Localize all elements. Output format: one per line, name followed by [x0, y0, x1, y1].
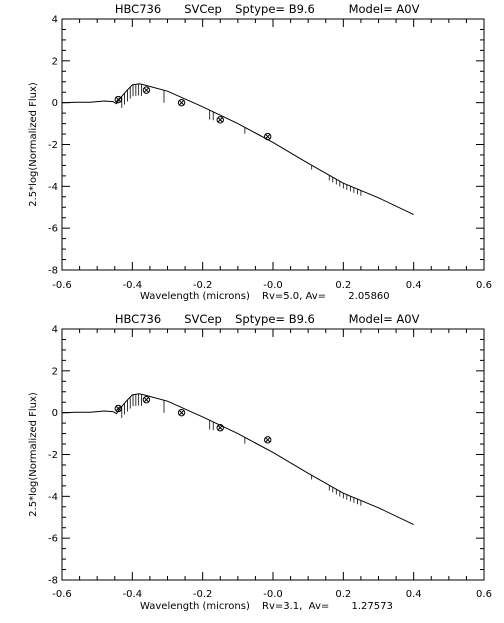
- x-axis-label: Wavelength (microns): [140, 601, 250, 612]
- title-part: SVCep: [184, 312, 222, 326]
- observed-point-cross: [265, 133, 271, 140]
- title-part: SVCep: [184, 2, 222, 16]
- y-tick-label: -6: [48, 534, 58, 545]
- title-part: Sptype= B9.6: [235, 2, 315, 16]
- title-part: Model= A0V: [349, 2, 420, 16]
- observed-point-cross: [217, 425, 223, 431]
- x-tick-label: 0.4: [406, 280, 422, 291]
- title-part: Model= A0V: [349, 312, 420, 326]
- observed-point: [216, 424, 224, 432]
- x-axis-label: Wavelength (microns): [140, 291, 250, 302]
- x-tick-label: 0.4: [406, 589, 422, 600]
- y-tick-label: 2: [52, 366, 58, 377]
- x-tick-label: -0.0: [263, 280, 283, 291]
- chart-panel-bottom: HBC736 SVCep Sptype= B9.6 Model= A0V -0.6 -0.…: [28, 312, 492, 612]
- y-tick-label: -6: [48, 224, 58, 235]
- observed-point-circle: [114, 404, 122, 413]
- observed-point-cross: [217, 117, 223, 123]
- observed-point-circle: [142, 395, 151, 404]
- y-axis-label: 2.5*log(Normalized Flux): [28, 392, 39, 517]
- observed-point: [177, 408, 186, 417]
- extinction-info: Rv=5.0, Av= 2.05860: [262, 291, 390, 302]
- y-tick-label: 0: [52, 98, 58, 109]
- y-tick-label: -2: [48, 450, 58, 461]
- extinction-info: Rv=3.1, Av= 1.27573: [262, 601, 393, 612]
- observed-point: [264, 436, 272, 444]
- observed-point-circle: [177, 98, 186, 107]
- x-tick-label: 0.6: [476, 589, 492, 600]
- observed-point-cross: [265, 437, 271, 443]
- observed-point-circle: [142, 86, 151, 94]
- observed-point: [142, 395, 151, 404]
- x-tick-label: -0.2: [193, 280, 213, 291]
- observed-point: [216, 116, 224, 124]
- x-tick-label: -0.6: [52, 280, 72, 291]
- model-spectrum: [61, 393, 414, 526]
- observed-point: [114, 404, 122, 413]
- observed-point: [142, 86, 151, 94]
- observed-point-circle: [177, 408, 186, 417]
- model-spectrum: [61, 83, 414, 216]
- observed-point-circle: [114, 95, 122, 104]
- title-part: HBC736: [115, 312, 161, 326]
- observed-point-circle: [216, 116, 224, 124]
- observed-point: [264, 132, 272, 141]
- title-part: HBC736: [115, 2, 161, 16]
- observed-point-circle: [216, 424, 224, 432]
- observed-point-cross: [143, 397, 150, 403]
- y-tick-label: -4: [48, 182, 58, 193]
- x-tick-label: 0.6: [476, 280, 492, 291]
- observed-point-circle: [264, 132, 272, 141]
- y-tick-label: 2: [52, 56, 58, 67]
- observed-point-cross: [178, 100, 185, 106]
- x-tick-label: -0.0: [263, 589, 283, 600]
- chart-panel-top: HBC736 SVCep Sptype= B9.6 Model= A0V -0.6 -0.…: [28, 2, 492, 302]
- observed-point-cross: [115, 405, 121, 412]
- plot-frame: [61, 328, 485, 581]
- y-tick-label: -8: [48, 576, 58, 587]
- observed-point-cross: [178, 410, 185, 416]
- observed-point: [114, 95, 122, 104]
- y-tick-label: 4: [52, 15, 58, 26]
- y-axis-label: 2.5*log(Normalized Flux): [28, 82, 39, 207]
- y-tick-label: 4: [52, 325, 58, 336]
- observed-point-circle: [264, 436, 272, 444]
- x-tick-label: -0.6: [52, 589, 72, 600]
- y-tick-label: -8: [48, 266, 58, 277]
- x-tick-label: 0.2: [335, 589, 351, 600]
- plot-frame: [61, 18, 485, 271]
- observed-point-cross: [143, 87, 150, 93]
- title-part: Sptype= B9.6: [235, 312, 315, 326]
- x-tick-label: -0.2: [193, 589, 213, 600]
- y-tick-label: -2: [48, 140, 58, 151]
- y-tick-label: 0: [52, 408, 58, 419]
- x-tick-label: -0.4: [123, 589, 143, 600]
- x-tick-label: -0.4: [123, 280, 143, 291]
- observed-point: [177, 98, 186, 107]
- y-tick-label: -4: [48, 492, 58, 503]
- observed-point-cross: [115, 96, 121, 103]
- x-tick-label: 0.2: [335, 280, 351, 291]
